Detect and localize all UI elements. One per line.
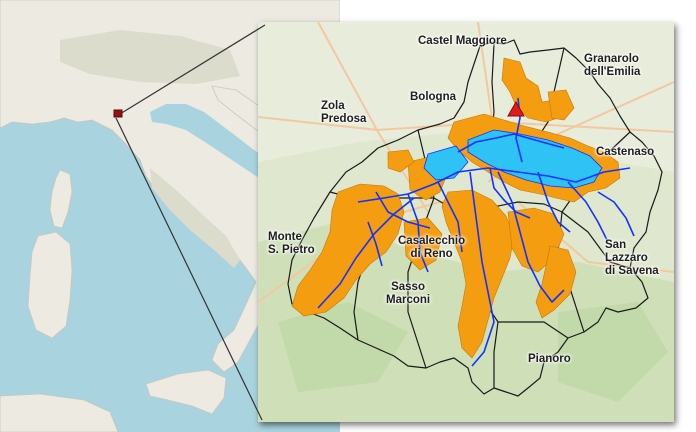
- forest-area: [278, 302, 408, 392]
- label-monte-san-pietro: Monte S. Pietro: [268, 231, 315, 256]
- forest-area: [558, 302, 668, 402]
- label-bologna: Bologna: [410, 91, 456, 103]
- red-triangle-icon: [507, 100, 525, 117]
- plain-area: [258, 22, 674, 172]
- label-granarolo: Granarolo dell'Emilia: [584, 53, 641, 78]
- label-sasso-marconi: Sasso Marconi: [386, 281, 431, 306]
- red-square-icon: [113, 109, 123, 118]
- island-sardinia: [27, 231, 73, 339]
- urban-network: [423, 129, 603, 189]
- label-castel-maggiore: Castel Maggiore: [418, 35, 507, 47]
- inset-map-bologna: Castel Maggiore Granarolo dell'Emilia Bo…: [258, 22, 674, 422]
- label-zola-predosa: Zola Predosa: [321, 100, 367, 125]
- island-corsica: [49, 169, 73, 229]
- label-castenaso: Castenaso: [596, 146, 655, 158]
- label-pianoro: Pianoro: [528, 353, 571, 365]
- label-casalecchio: Casalecchio di Reno: [398, 235, 466, 260]
- label-san-lazzaro: San Lazzaro di Savena: [605, 239, 659, 277]
- africa-coast: [0, 393, 119, 432]
- pipeline-network: [317, 97, 635, 367]
